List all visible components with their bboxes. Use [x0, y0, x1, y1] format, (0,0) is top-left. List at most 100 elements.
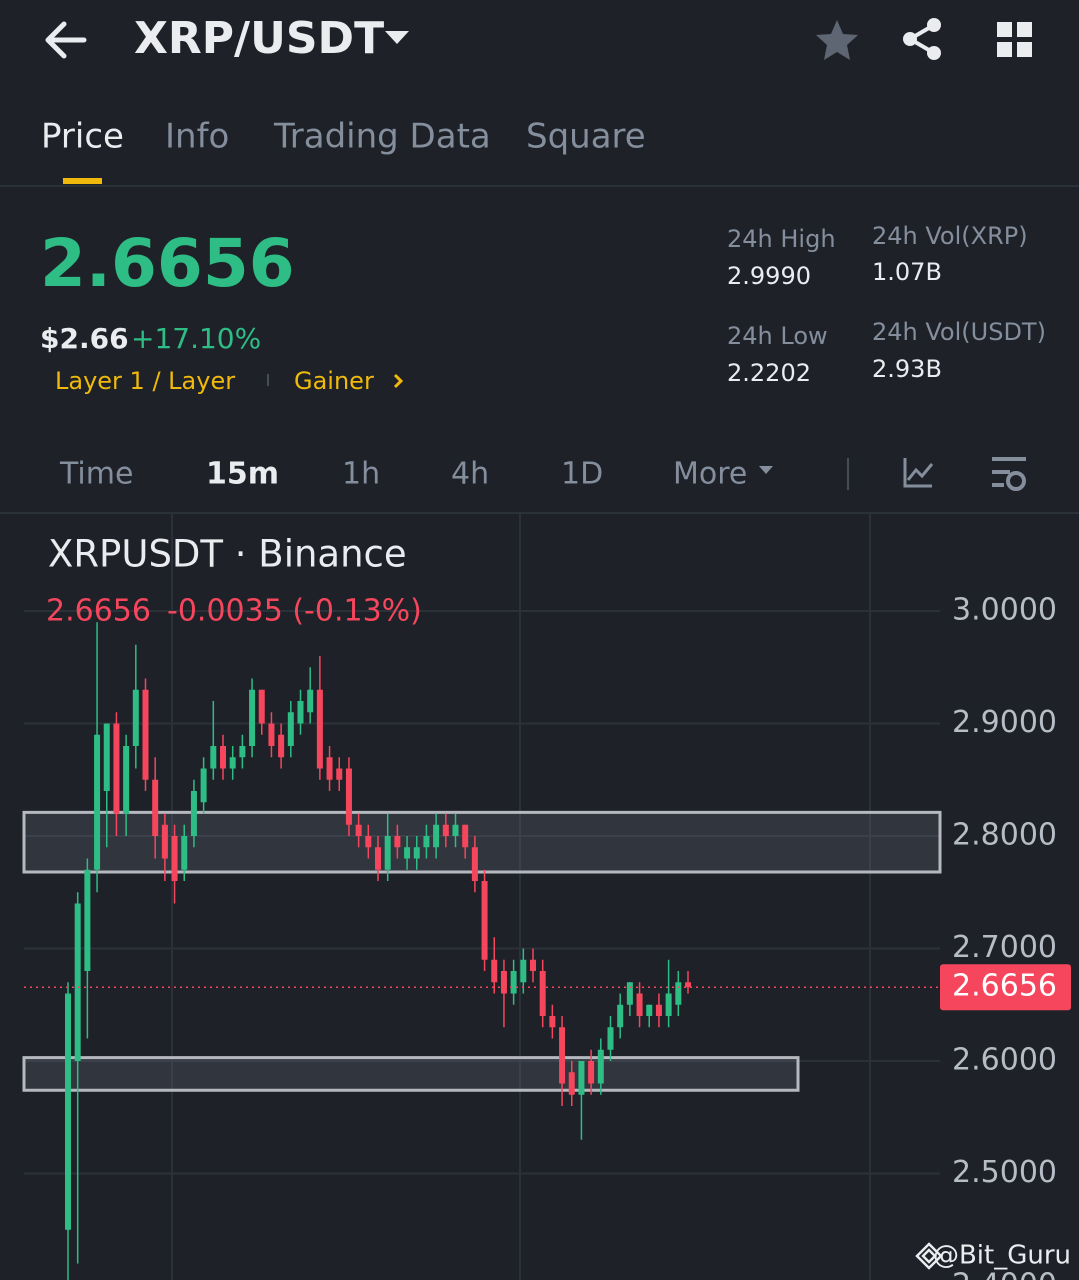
interval[interactable]: 1D	[561, 457, 603, 492]
interval[interactable]: 4h	[451, 457, 489, 492]
stat-value: 1.07B	[872, 258, 942, 286]
candle-body	[462, 824, 469, 848]
chart: 2.4000 2.5000 2.6000 2.7000 2.8000 2.9000 3.00…	[22, 514, 1071, 1280]
candle-body	[636, 993, 643, 1016]
pair-dropdown[interactable]	[385, 31, 409, 44]
candle-body	[539, 971, 546, 1016]
share-icon[interactable]	[903, 18, 941, 60]
stat-value: 2.9990	[727, 262, 811, 290]
menu-square	[1017, 42, 1032, 57]
y-tick-label: 3.0000	[952, 593, 1057, 628]
candle-body	[190, 791, 197, 836]
back-icon	[45, 21, 87, 59]
candle-body	[655, 1004, 662, 1016]
zone	[22, 810, 942, 874]
candle-body	[200, 768, 207, 803]
menu-square	[997, 22, 1012, 37]
candle-body	[685, 982, 691, 988]
candle-body	[181, 836, 188, 870]
candle-body	[278, 734, 285, 758]
tab[interactable]: Price	[41, 117, 124, 157]
pair-title[interactable]: XRP/USDT	[134, 13, 384, 64]
candle-body	[297, 701, 304, 724]
candle-body	[142, 689, 149, 780]
candle-body	[210, 746, 217, 769]
y-tick-label: 2.8000	[952, 818, 1057, 853]
interval[interactable]: 15m	[206, 457, 279, 492]
candle-body	[617, 1004, 624, 1028]
candle-body	[336, 768, 343, 780]
favorite-icon[interactable]	[816, 20, 858, 60]
interval[interactable]: Time	[59, 457, 133, 492]
stat-label: 24h Vol(USDT)	[872, 318, 1046, 346]
interval[interactable]: More	[673, 457, 747, 492]
candle-body	[161, 824, 168, 859]
candle-body	[404, 847, 411, 859]
tab[interactable]: Square	[526, 117, 646, 157]
indicator-icon[interactable]	[903, 458, 934, 488]
candle-body	[559, 1027, 566, 1084]
y-tick-label: 2.4000	[952, 1268, 1057, 1280]
menu-square	[1017, 22, 1032, 37]
candle-body	[433, 824, 440, 848]
tab-indicator	[63, 178, 102, 184]
divider	[0, 512, 1079, 514]
candle-body	[597, 1049, 604, 1084]
price-change: +17.10%	[131, 322, 261, 355]
divider	[0, 185, 1079, 187]
candle-body	[94, 734, 101, 870]
tag[interactable]: Gainer	[294, 367, 374, 395]
last-price: 2.6656	[40, 225, 295, 302]
menu-icon[interactable]	[997, 22, 1032, 57]
share-lines	[906, 23, 936, 55]
candle-body	[626, 982, 633, 1005]
interval[interactable]: 1h	[342, 457, 380, 492]
menu-square	[997, 42, 1012, 57]
candle-body	[171, 836, 178, 881]
tab[interactable]: Trading Data	[273, 117, 491, 157]
candle-body	[413, 847, 420, 859]
last-price-label: 2.6656	[952, 969, 1057, 1004]
candle-body	[74, 903, 81, 1061]
tag[interactable]: Layer 1 / Layer	[55, 367, 235, 395]
candle-body	[229, 757, 236, 769]
candle-body	[268, 723, 275, 746]
stat-label: 24h Vol(XRP)	[872, 222, 1028, 250]
candle-body	[103, 723, 110, 791]
last-price-box	[940, 964, 1071, 1011]
candle-body	[510, 971, 517, 994]
legend-change: -0.0035 (-0.13%)	[167, 594, 422, 629]
tab[interactable]: Info	[165, 117, 229, 157]
candle-body	[287, 712, 294, 746]
candle-body	[239, 746, 246, 758]
candle-body	[375, 847, 381, 870]
stat-value: 2.2202	[727, 359, 811, 387]
stat-label: 24h High	[727, 225, 836, 253]
candle-body	[152, 779, 159, 836]
candle-body	[355, 824, 362, 836]
candle-body	[113, 723, 120, 814]
candle-body	[84, 869, 91, 971]
candle-body	[491, 959, 498, 983]
candle-body	[65, 993, 71, 1230]
candle-body	[481, 881, 488, 960]
candle-body	[394, 836, 401, 848]
candle-body	[549, 1016, 556, 1028]
candle-body	[316, 689, 323, 769]
candle-body	[442, 824, 449, 836]
settings-lines	[992, 457, 1026, 487]
candle-body	[588, 1061, 595, 1084]
candle-body	[326, 757, 333, 780]
candle-body	[384, 836, 391, 870]
candle-body	[520, 959, 527, 983]
settings-icon[interactable]	[992, 457, 1026, 491]
candle-body	[675, 982, 682, 1005]
candle-body	[365, 836, 372, 848]
candle-body	[132, 689, 139, 746]
candle-body	[249, 689, 256, 746]
candle-body	[423, 836, 430, 848]
candle-body	[123, 746, 130, 814]
back-button[interactable]	[45, 21, 87, 59]
stat-label: 24h Low	[727, 322, 828, 350]
